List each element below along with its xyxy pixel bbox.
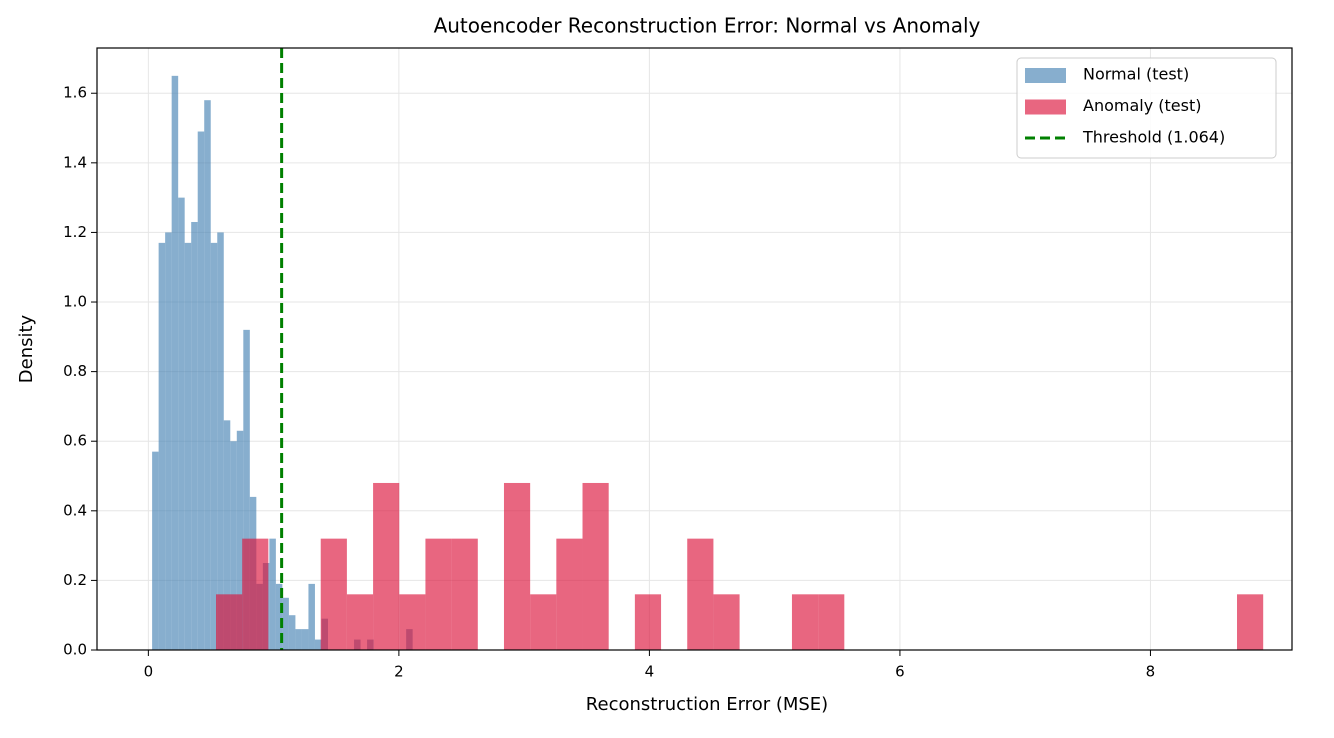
x-tick-label: 0 bbox=[144, 663, 154, 681]
legend-swatch bbox=[1025, 68, 1066, 83]
x-tick-label: 6 bbox=[895, 663, 905, 681]
y-tick-label: 0.6 bbox=[63, 432, 87, 450]
histogram-bar bbox=[425, 538, 452, 650]
histogram-bar bbox=[230, 441, 237, 650]
histogram-bar bbox=[301, 629, 309, 650]
histogram-bar bbox=[178, 197, 185, 650]
legend: Normal (test) Anomaly (test) Threshold (1.… bbox=[1016, 57, 1277, 159]
plot-frame bbox=[96, 47, 1293, 651]
histogram-bar bbox=[791, 594, 819, 650]
legend-box bbox=[1016, 57, 1277, 159]
histogram-bar bbox=[236, 430, 244, 650]
histogram-bar bbox=[399, 594, 426, 650]
histogram-bar bbox=[582, 482, 609, 650]
legend-label: Threshold (1.064) bbox=[1082, 128, 1225, 147]
histogram-bar bbox=[530, 594, 557, 650]
histogram-bar bbox=[713, 594, 740, 650]
histogram-bar bbox=[243, 329, 250, 650]
x-tick-label: 4 bbox=[645, 663, 655, 681]
histogram-bar bbox=[282, 597, 289, 650]
x-tick-label: 2 bbox=[394, 663, 404, 681]
legend-label: Anomaly (test) bbox=[1083, 96, 1201, 115]
x-axis-label: Reconstruction Error (MSE) bbox=[586, 694, 828, 715]
y-tick-label: 1.0 bbox=[63, 293, 87, 311]
histogram-bar bbox=[346, 594, 374, 650]
histogram-bar bbox=[451, 538, 478, 650]
histogram-bar bbox=[242, 538, 269, 650]
histogram-bar bbox=[215, 594, 243, 650]
histogram-bar bbox=[314, 639, 322, 650]
histogram-bar bbox=[320, 538, 347, 650]
y-tick-label: 1.6 bbox=[63, 84, 87, 102]
y-tick-label: 1.2 bbox=[63, 223, 87, 241]
histogram-bar bbox=[269, 538, 276, 650]
y-tick-label: 0.2 bbox=[63, 571, 87, 589]
histogram-bar bbox=[217, 232, 224, 651]
histogram-bar bbox=[210, 242, 218, 650]
histogram-bar bbox=[1237, 594, 1264, 650]
histogram-bar bbox=[295, 629, 302, 650]
histogram-bar bbox=[818, 594, 845, 650]
y-tick-label: 1.4 bbox=[63, 153, 87, 171]
histogram-bar bbox=[503, 482, 531, 650]
histogram-bar bbox=[204, 100, 211, 650]
histogram-bar bbox=[184, 242, 192, 650]
y-tick-label: 0.0 bbox=[63, 641, 87, 659]
histogram-bar bbox=[634, 594, 662, 650]
histogram-bar bbox=[158, 242, 166, 650]
legend-label: Normal (test) bbox=[1083, 65, 1189, 84]
histogram-bar bbox=[373, 482, 400, 650]
chart-title: Autoencoder Reconstruction Error: Normal… bbox=[434, 14, 981, 38]
y-tick-label: 0.8 bbox=[63, 362, 87, 380]
y-axis-label: Density bbox=[16, 314, 37, 383]
histogram-bar bbox=[165, 232, 172, 651]
histogram-bar bbox=[687, 538, 714, 650]
x-tick-label: 8 bbox=[1146, 663, 1156, 681]
legend-swatch bbox=[1025, 99, 1066, 115]
y-tick-label: 0.4 bbox=[63, 501, 87, 519]
histogram-bar bbox=[556, 538, 583, 650]
histogram-bar bbox=[197, 131, 205, 650]
histogram-bar bbox=[275, 583, 283, 650]
histogram-bar bbox=[191, 221, 198, 650]
histogram-bar bbox=[171, 75, 179, 651]
histogram-bar bbox=[308, 583, 315, 650]
histogram-bar bbox=[223, 420, 231, 650]
histogram-bar bbox=[288, 615, 296, 650]
histogram-bar bbox=[152, 451, 159, 650]
